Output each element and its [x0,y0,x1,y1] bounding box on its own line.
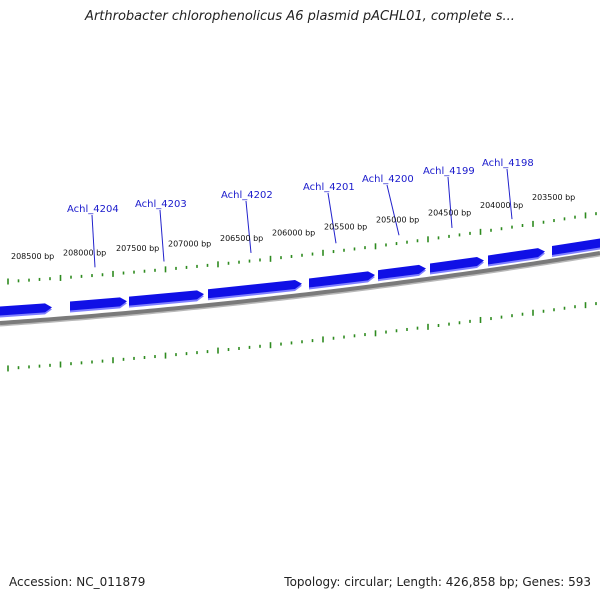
gene-leader-line [506,168,513,220]
gene-label[interactable]: Achl_4203 [135,199,187,210]
gene-leader-line [159,209,165,262]
position-labels: 208500 bp 208000 bp 207500 bp 207000 bp 2065… [11,193,575,261]
gene-label[interactable]: Achl_4200 [362,174,414,185]
gene-arrow[interactable] [0,303,52,316]
map-title: Arthrobacter chlorophenolicus A6 plasmid… [85,9,515,24]
gene-label[interactable]: Achl_4202 [221,190,273,201]
backbone-shadow [0,254,600,327]
gene-leader-line [386,184,400,236]
bp-position-label: 206000 bp [272,228,315,237]
gene-label[interactable]: Achl_4198 [482,158,534,169]
gene-label[interactable]: Achl_4201 [303,182,355,193]
bp-position-label: 204000 bp [480,201,523,210]
gene-arrow[interactable] [488,248,545,265]
gene-label[interactable]: Achl_4199 [423,166,475,177]
bp-position-label: 207500 bp [116,244,159,253]
bp-position-label: 207000 bp [168,239,211,248]
bp-position-label: 205000 bp [376,216,419,225]
plasmid-backbone [0,251,600,325]
gene-leader-lines [91,168,513,268]
accession-text: Accession: NC_011879 [9,575,146,589]
gene-leader-line [447,176,453,229]
bp-position-label: 206500 bp [220,234,263,243]
gene-labels: Achl_4204 Achl_4203 Achl_4202 Achl_4201 Achl… [67,158,534,215]
lower-tick-ring [7,302,597,372]
gene-arrow[interactable] [430,257,484,273]
gene-arrow[interactable] [129,290,204,306]
gene-arrow[interactable] [378,264,426,280]
gene-leader-line [245,200,252,253]
bp-position-label: 205500 bp [324,222,367,231]
gene-arrow[interactable] [208,280,302,299]
bp-position-label: 208000 bp [63,248,106,257]
topology-text: Topology: circular; Length: 426,858 bp; … [284,575,591,589]
gene-leader-line [91,214,96,268]
gene-leader-line [327,192,337,244]
bp-position-label: 204500 bp [428,209,471,218]
gene-track [0,238,600,318]
gene-arrow[interactable] [552,238,600,255]
gene-label[interactable]: Achl_4204 [67,204,119,215]
bp-position-label: 208500 bp [11,252,54,261]
upper-tick-ring [7,212,597,285]
bp-position-label: 203500 bp [532,193,575,202]
gene-arrow[interactable] [309,271,375,288]
gene-arrow[interactable] [70,297,127,311]
